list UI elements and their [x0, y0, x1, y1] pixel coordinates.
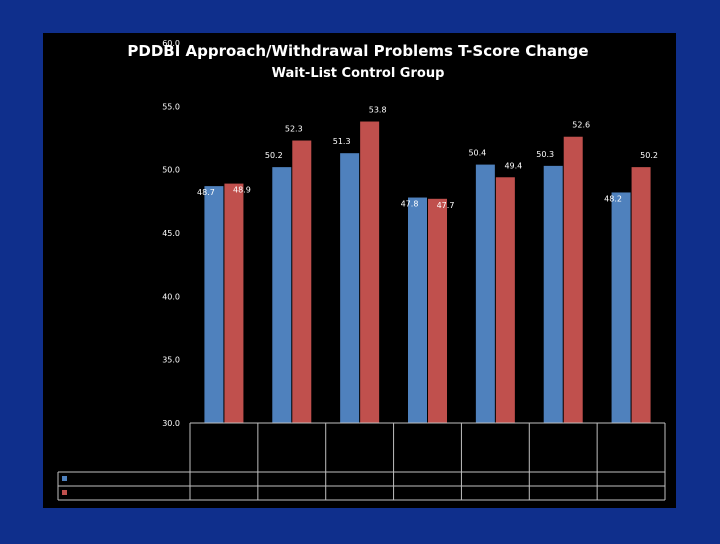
data-label-series1-cat3: 47.7: [437, 201, 455, 210]
data-label-series0-cat6: 48.2: [604, 194, 622, 203]
data-label-series0-cat4: 50.4: [468, 149, 486, 158]
bars: [204, 121, 651, 424]
chart-subtitle: Wait-List Control Group: [272, 66, 445, 81]
bar-series0-cat4: [475, 164, 495, 423]
y-tick-label: 35.0: [162, 356, 180, 365]
legend-key-series1: [62, 490, 67, 495]
data-label-series1-cat0: 48.9: [233, 186, 251, 195]
bar-series0-cat2: [340, 153, 360, 423]
data-label-series1-cat4: 49.4: [504, 161, 522, 170]
bar-series0-cat5: [543, 165, 563, 423]
bar-series1-cat1: [292, 140, 312, 424]
bar-series1-cat0: [224, 183, 244, 423]
chart-title: PDDBI Approach/Withdrawal Problems T-Sco…: [127, 42, 588, 60]
legend-key-series0: [62, 476, 67, 481]
bar-series1-cat4: [495, 177, 515, 423]
y-tick-label: 40.0: [162, 292, 180, 301]
y-tick-label: 60.0: [162, 39, 180, 48]
data-label-series0-cat1: 50.2: [265, 151, 283, 160]
data-label-series0-cat0: 48.7: [197, 188, 215, 197]
data-label-series0-cat2: 51.3: [333, 137, 351, 146]
data-table: [57, 422, 666, 501]
y-tick-label: 30.0: [162, 419, 180, 428]
y-tick-label: 55.0: [162, 102, 180, 111]
data-label-series1-cat6: 50.2: [640, 151, 658, 160]
y-tick-label: 50.0: [162, 166, 180, 175]
y-tick-label: 45.0: [162, 229, 180, 238]
data-label-series1-cat5: 52.6: [572, 121, 590, 130]
y-axis-labels: 30.0 35.0 40.0 45.0 50.0 55.0 60.0: [162, 39, 180, 428]
bar-series1-cat6: [631, 167, 651, 423]
bar-series0-cat0: [204, 186, 224, 423]
bar-series1-cat3: [428, 198, 447, 423]
data-label-series1-cat1: 52.3: [285, 125, 303, 134]
data-label-series0-cat3: 47.8: [401, 200, 419, 209]
bar-series0-cat6: [611, 192, 631, 423]
bar-series1-cat2: [360, 121, 380, 424]
bar-series0-cat1: [272, 167, 292, 423]
bar-labels: 48.7 50.2 51.3 47.8 50.4 50.3 48.2 48.9 52.3 53.8…: [197, 106, 658, 210]
data-label-series1-cat2: 53.8: [369, 106, 387, 115]
data-label-series0-cat5: 50.3: [536, 150, 554, 159]
bar-series0-cat3: [408, 197, 427, 423]
bar-series1-cat5: [563, 136, 583, 423]
